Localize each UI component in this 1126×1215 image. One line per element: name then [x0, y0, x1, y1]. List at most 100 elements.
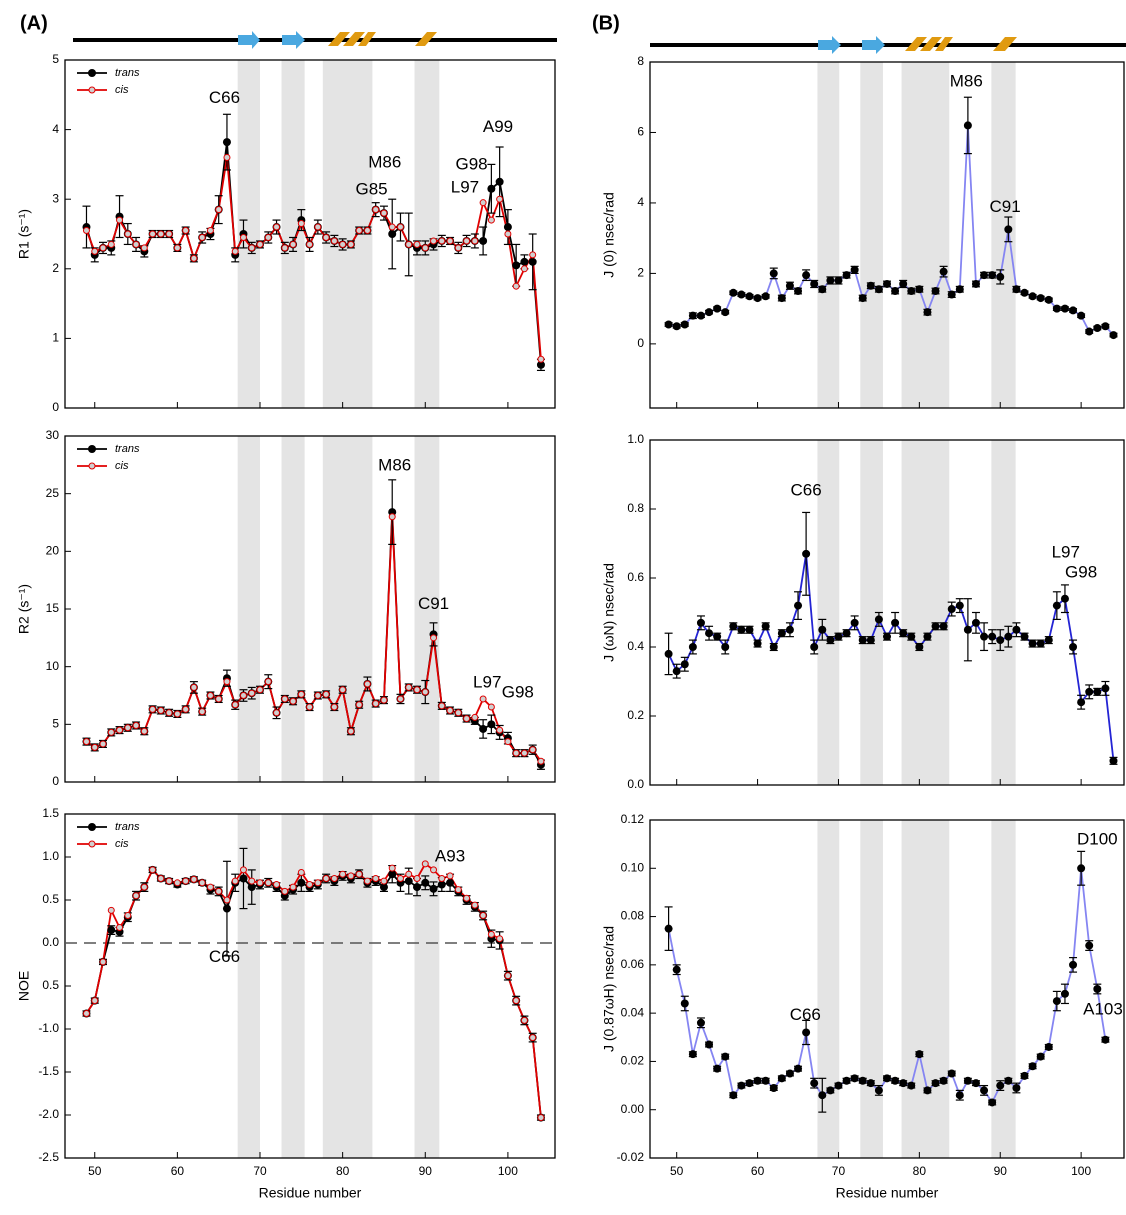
data-point — [899, 629, 908, 638]
data-point — [802, 549, 811, 558]
data-point — [672, 667, 681, 676]
data-point — [107, 240, 115, 248]
data-point — [314, 692, 322, 699]
data-point — [1069, 643, 1078, 651]
data-point — [907, 1081, 916, 1090]
data-point — [529, 1034, 537, 1042]
data-point — [1028, 639, 1037, 648]
data-point — [149, 705, 157, 713]
y-tick-label: 0.2 — [627, 708, 644, 722]
data-point — [405, 683, 413, 691]
series-line — [85, 862, 542, 1118]
data-point — [947, 290, 956, 299]
data-point — [157, 706, 165, 714]
data-point — [923, 632, 932, 641]
plot-frame — [649, 61, 1125, 409]
data-point — [1109, 756, 1118, 765]
y-tick-label: 0.08 — [621, 909, 645, 923]
data-point — [256, 879, 264, 887]
annotation: C91 — [418, 594, 449, 613]
data-point — [537, 355, 545, 363]
legend-marker — [88, 823, 96, 831]
data-point — [996, 1081, 1005, 1090]
y-tick-label: 0.0 — [627, 777, 644, 791]
data-point — [471, 901, 479, 909]
y-axis-label: J (ωN) nsec/rad — [601, 563, 617, 662]
x-tick-label: 60 — [171, 1164, 185, 1178]
highlight-band — [414, 436, 440, 782]
highlight-band — [237, 436, 261, 782]
y-tick-label: 0.4 — [627, 639, 644, 653]
y-tick-label: 25 — [46, 486, 60, 500]
x-tick-label: 80 — [336, 1164, 350, 1178]
x-tick-label: 70 — [832, 1164, 846, 1178]
data-point — [173, 244, 181, 252]
data-point — [858, 636, 867, 645]
data-point — [82, 1010, 90, 1018]
x-tick-label: 50 — [88, 1164, 102, 1178]
secondary-structure — [73, 31, 1126, 54]
data-point — [182, 877, 190, 885]
data-point — [479, 724, 488, 733]
data-point — [91, 247, 99, 255]
data-point — [380, 696, 388, 704]
data-point — [430, 634, 438, 642]
data-point — [947, 605, 956, 614]
highlight-band — [901, 62, 950, 408]
data-point — [834, 276, 843, 285]
data-point — [198, 233, 206, 241]
data-point — [971, 618, 980, 627]
data-point — [1077, 698, 1086, 707]
data-point — [149, 866, 157, 874]
data-point — [1028, 292, 1037, 301]
data-point — [980, 1086, 989, 1095]
data-point — [826, 636, 835, 645]
data-point — [1004, 225, 1013, 234]
data-point — [479, 199, 487, 207]
data-point — [923, 1086, 932, 1095]
highlight-band — [322, 436, 373, 782]
data-point — [729, 288, 738, 297]
data-point — [487, 703, 495, 711]
data-point — [1012, 625, 1021, 634]
data-point — [380, 877, 388, 885]
data-point — [446, 706, 454, 714]
annotation: C66 — [790, 1005, 821, 1024]
data-point — [463, 715, 471, 723]
data-point — [223, 153, 231, 161]
data-point — [140, 244, 148, 252]
data-point — [339, 240, 347, 248]
data-point — [988, 632, 997, 641]
data-point — [157, 230, 165, 238]
y-tick-label: 0.5 — [42, 978, 59, 992]
data-point — [1077, 864, 1086, 873]
data-point — [388, 870, 397, 879]
legend-label: cis — [115, 84, 129, 96]
data-point — [437, 880, 446, 889]
data-point — [281, 244, 289, 252]
data-point — [355, 227, 363, 235]
panel-label: (A) — [20, 12, 48, 34]
data-point — [215, 206, 223, 214]
data-point — [915, 643, 924, 651]
data-point — [372, 206, 380, 214]
highlight-band — [991, 62, 1016, 408]
annotation: M86 — [378, 455, 411, 474]
data-point — [1069, 306, 1078, 315]
annotation: C66 — [791, 481, 822, 500]
data-point — [850, 618, 859, 627]
y-tick-label: 0.04 — [621, 1005, 645, 1019]
data-point — [297, 878, 306, 887]
data-point — [355, 701, 363, 709]
highlight-band — [860, 440, 883, 785]
data-point — [866, 636, 875, 645]
data-point — [339, 870, 347, 878]
data-point — [939, 1076, 948, 1085]
data-point — [939, 267, 948, 276]
data-point — [1069, 960, 1078, 969]
data-point — [858, 294, 867, 303]
series-line — [85, 512, 542, 766]
data-point — [777, 294, 786, 303]
x-axis-label: Residue number — [836, 1185, 939, 1201]
annotation: A93 — [435, 846, 465, 865]
